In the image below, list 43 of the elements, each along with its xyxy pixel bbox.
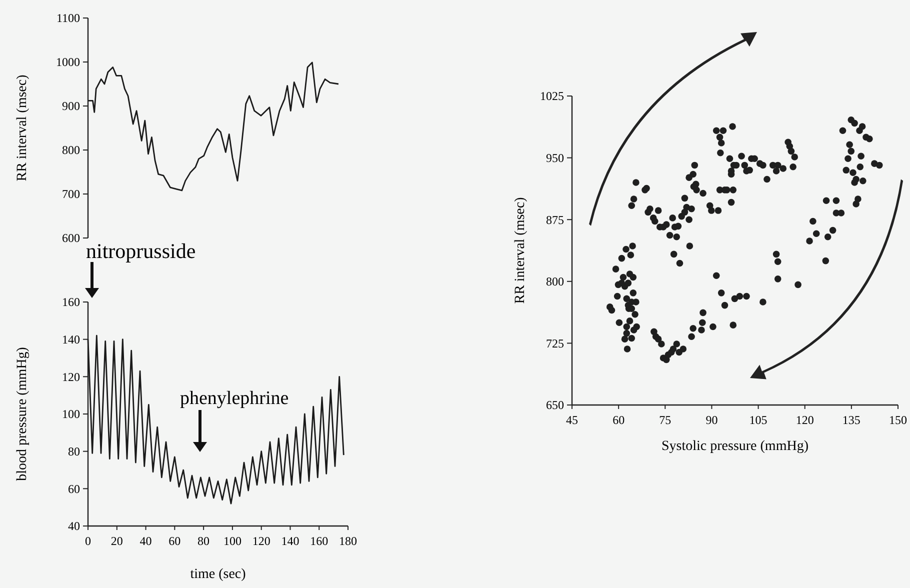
x-tick-label: 20 — [110, 534, 123, 548]
x-tick-label: 0 — [85, 534, 91, 548]
x-tick-label: 40 — [140, 534, 152, 548]
y-tick-label: 800 — [546, 274, 564, 289]
y-tick-label: 700 — [62, 187, 80, 202]
x-tick-label: 150 — [889, 413, 907, 427]
x-tick-label: 105 — [749, 413, 768, 427]
text: nitroprusside — [86, 239, 196, 263]
x-tick-label: 180 — [339, 534, 357, 548]
y-axis-title: blood pressure (mmHg) — [15, 346, 30, 481]
y-tick-label: 60 — [68, 482, 80, 496]
annotation: phenylephrine — [180, 388, 289, 409]
y-axis-title: RR interval (msec) — [513, 196, 528, 304]
y-tick-label: 80 — [68, 444, 80, 459]
y-tick-label: 900 — [62, 99, 80, 114]
x-tick-label: 120 — [252, 534, 270, 548]
x-tick-label: 140 — [281, 534, 300, 548]
x-tick-label: 80 — [198, 534, 210, 548]
x-tick-label: 100 — [223, 534, 242, 548]
y-tick-label: 140 — [62, 332, 80, 347]
y-tick-label: 875 — [546, 212, 564, 227]
y-tick-label: 650 — [546, 398, 564, 412]
x-tick-label: 75 — [659, 413, 672, 427]
y-tick-label: 725 — [546, 336, 564, 350]
y-tick-label: 120 — [62, 370, 80, 384]
y-tick-label: 1000 — [56, 55, 80, 70]
x-tick-label: 160 — [310, 534, 328, 548]
x-tick-label: 135 — [842, 413, 860, 427]
y-axis-title: RR interval (msec) — [15, 74, 30, 182]
y-tick-label: 950 — [546, 151, 564, 165]
x-tick-label: 90 — [706, 413, 718, 427]
x-tick-label: 60 — [168, 534, 181, 548]
y-tick-label: 1100 — [56, 11, 80, 26]
y-tick-label: 600 — [62, 231, 80, 246]
x-axis-title: Systolic pressure (mmHg) — [662, 439, 809, 454]
x-tick-label: 60 — [612, 413, 625, 427]
x-axis-title: time (sec) — [190, 567, 246, 582]
x-tick-label: 45 — [566, 413, 578, 427]
x-tick-label: 120 — [796, 413, 814, 427]
y-tick-label: 800 — [62, 143, 80, 158]
y-tick-label: 40 — [68, 519, 80, 534]
y-tick-label: 160 — [62, 295, 80, 310]
y-tick-label: 1025 — [540, 89, 564, 104]
